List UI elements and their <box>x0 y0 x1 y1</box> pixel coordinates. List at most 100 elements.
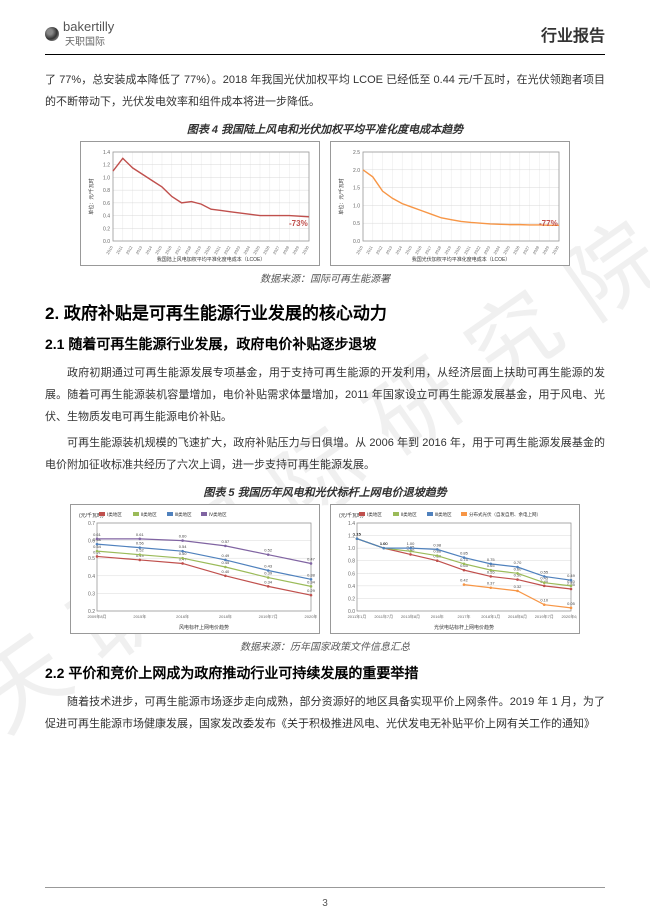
svg-text:2016年: 2016年 <box>176 613 189 619</box>
svg-text:0.7: 0.7 <box>88 521 95 527</box>
svg-text:2016年: 2016年 <box>431 613 444 619</box>
svg-text:2016: 2016 <box>414 244 423 255</box>
svg-text:2018年1月: 2018年1月 <box>481 613 500 619</box>
svg-text:2014: 2014 <box>394 244 403 255</box>
svg-text:0.55: 0.55 <box>540 569 549 574</box>
svg-text:2020年: 2020年 <box>305 613 317 619</box>
svg-text:Ⅲ类地区: Ⅲ类地区 <box>175 511 192 518</box>
svg-text:2011: 2011 <box>365 244 374 255</box>
svg-text:光伏电站标杆上网电价趋势: 光伏电站标杆上网电价趋势 <box>434 624 494 631</box>
svg-text:2019: 2019 <box>193 244 202 255</box>
svg-text:2026: 2026 <box>262 244 271 255</box>
svg-text:0.29: 0.29 <box>307 588 316 593</box>
svg-text:0.43: 0.43 <box>264 564 273 569</box>
svg-text:0.49: 0.49 <box>567 573 576 578</box>
section21-heading: 2.1 随着可再生能源行业发展，政府电价补贴逐步退坡 <box>45 334 605 354</box>
svg-text:0.40: 0.40 <box>222 569 231 574</box>
svg-text:2019年7月: 2019年7月 <box>535 613 554 619</box>
svg-text:2018: 2018 <box>183 244 192 255</box>
svg-text:2.0: 2.0 <box>353 168 360 174</box>
svg-text:2.5: 2.5 <box>353 150 360 156</box>
svg-text:2019年7月: 2019年7月 <box>259 613 278 619</box>
section2-heading: 2. 政府补贴是可再生能源行业发展的核心动力 <box>45 299 605 324</box>
svg-text:0.3: 0.3 <box>88 591 95 597</box>
svg-text:2013: 2013 <box>134 244 143 255</box>
chart5-row: (元/千瓦时)Ⅰ类地区Ⅱ类地区Ⅲ类地区Ⅳ类地区0.20.30.40.50.60.… <box>45 504 605 634</box>
logo-subtext: 天职国际 <box>65 33 114 48</box>
svg-text:1.5: 1.5 <box>353 186 360 192</box>
svg-text:1.0: 1.0 <box>103 175 110 181</box>
report-title: 行业报告 <box>541 22 605 46</box>
svg-text:2020: 2020 <box>203 244 212 255</box>
svg-text:我国光伏加权平均平准化度电成本（LCOE）: 我国光伏加权平均平准化度电成本（LCOE） <box>412 256 511 263</box>
svg-text:2015年: 2015年 <box>133 613 146 619</box>
page: 天职国际研究院 bakertilly 天职国际 行业报告 了 77%，总安装成本… <box>0 0 650 923</box>
svg-text:2028: 2028 <box>531 244 540 255</box>
logo-text: bakertilly <box>63 20 114 33</box>
svg-text:Ⅰ类地区: Ⅰ类地区 <box>107 511 122 518</box>
svg-text:2027: 2027 <box>522 244 531 255</box>
svg-text:0.70: 0.70 <box>514 560 523 565</box>
svg-text:2029: 2029 <box>541 244 550 255</box>
svg-text:1.4: 1.4 <box>103 150 110 156</box>
svg-text:2017: 2017 <box>424 244 433 255</box>
svg-text:0.57: 0.57 <box>222 539 231 544</box>
svg-text:2015: 2015 <box>404 244 413 255</box>
svg-text:0.42: 0.42 <box>460 578 469 583</box>
svg-text:2023: 2023 <box>482 244 491 255</box>
svg-text:Ⅳ类地区: Ⅳ类地区 <box>209 511 227 518</box>
svg-text:0.0: 0.0 <box>103 239 110 245</box>
svg-text:分布式光伏（自发自用、余电上网）: 分布式光伏（自发自用、余电上网） <box>469 511 541 518</box>
svg-text:2018: 2018 <box>433 244 442 255</box>
svg-text:0.4: 0.4 <box>88 574 95 580</box>
svg-text:0.47: 0.47 <box>307 556 316 561</box>
svg-text:0.8: 0.8 <box>348 559 355 565</box>
svg-text:2011年1月: 2011年1月 <box>348 613 367 619</box>
svg-text:2029: 2029 <box>291 244 300 255</box>
svg-text:0.6: 0.6 <box>103 201 110 207</box>
svg-text:1.00: 1.00 <box>407 541 416 546</box>
svg-text:0.98: 0.98 <box>433 542 442 547</box>
svg-text:2022: 2022 <box>223 244 232 255</box>
page-header: bakertilly 天职国际 行业报告 <box>45 20 605 55</box>
logo-icon <box>45 27 59 41</box>
svg-text:1.2: 1.2 <box>103 163 110 169</box>
svg-text:2013: 2013 <box>384 244 393 255</box>
svg-text:1.0: 1.0 <box>348 546 355 552</box>
svg-text:0.05: 0.05 <box>567 601 576 606</box>
svg-text:0.4: 0.4 <box>103 214 110 220</box>
section21-p1: 政府初期通过可再生能源发展专项基金，用于支持可再生能源的开发利用，从经济层面上扶… <box>45 362 605 428</box>
svg-text:2009年8月: 2009年8月 <box>87 613 106 619</box>
svg-text:2016: 2016 <box>164 244 173 255</box>
svg-text:2010: 2010 <box>105 244 114 255</box>
svg-text:0.5: 0.5 <box>88 556 95 562</box>
svg-text:2023: 2023 <box>232 244 241 255</box>
svg-text:0.37: 0.37 <box>487 581 496 586</box>
chart5-source: 数据来源：历年国家政策文件信息汇总 <box>45 638 605 653</box>
svg-text:1.15: 1.15 <box>353 532 362 537</box>
svg-text:0.6: 0.6 <box>348 571 355 577</box>
svg-text:2011: 2011 <box>115 244 124 255</box>
svg-text:0.60: 0.60 <box>179 534 188 539</box>
svg-text:2028: 2028 <box>281 244 290 255</box>
svg-text:2021: 2021 <box>463 244 472 255</box>
svg-text:0.38: 0.38 <box>307 572 316 577</box>
svg-text:0.54: 0.54 <box>179 544 188 549</box>
svg-text:2012: 2012 <box>125 244 134 255</box>
svg-text:2025: 2025 <box>502 244 511 255</box>
svg-text:0.32: 0.32 <box>514 584 523 589</box>
page-number: 3 <box>322 898 328 909</box>
svg-text:2022: 2022 <box>473 244 482 255</box>
svg-text:2014: 2014 <box>144 244 153 255</box>
svg-text:风电标杆上网电价趋势: 风电标杆上网电价趋势 <box>179 624 229 631</box>
svg-text:2027: 2027 <box>272 244 281 255</box>
svg-text:2030: 2030 <box>551 244 560 255</box>
intro-paragraph: 了 77%，总安装成本降低了 77%）。2018 年我国光伏加权平均 LCOE … <box>45 69 605 113</box>
svg-text:2017: 2017 <box>174 244 183 255</box>
section22-p1: 随着技术进步，可再生能源市场逐步走向成熟，部分资源好的地区具备实现平价上网条件。… <box>45 691 605 735</box>
svg-text:0.8: 0.8 <box>103 188 110 194</box>
svg-text:2019: 2019 <box>443 244 452 255</box>
svg-text:0.5: 0.5 <box>353 221 360 227</box>
svg-text:Ⅰ类地区: Ⅰ类地区 <box>367 511 382 518</box>
svg-text:-77%: -77% <box>539 219 558 228</box>
